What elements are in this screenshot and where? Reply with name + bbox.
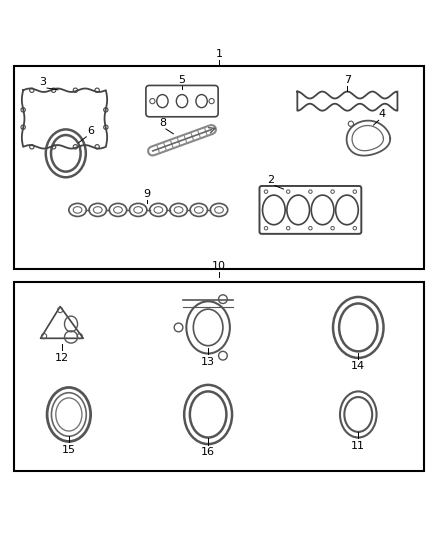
Text: 6: 6 (87, 126, 94, 136)
Text: 12: 12 (55, 353, 69, 362)
Text: 13: 13 (201, 357, 215, 367)
Bar (14, 66, 424, 269)
Bar (14, 282, 424, 471)
Text: 2: 2 (267, 175, 274, 184)
Text: 14: 14 (351, 361, 365, 372)
Text: 4: 4 (378, 109, 386, 119)
Text: 10: 10 (212, 261, 226, 271)
Text: 15: 15 (62, 445, 76, 455)
Text: 5: 5 (179, 76, 186, 85)
Text: 9: 9 (144, 189, 151, 199)
Text: 3: 3 (39, 77, 46, 87)
Text: 1: 1 (215, 50, 223, 59)
Text: 16: 16 (201, 447, 215, 457)
Text: 7: 7 (344, 76, 351, 85)
Text: 11: 11 (351, 441, 365, 450)
Text: 8: 8 (159, 118, 166, 128)
